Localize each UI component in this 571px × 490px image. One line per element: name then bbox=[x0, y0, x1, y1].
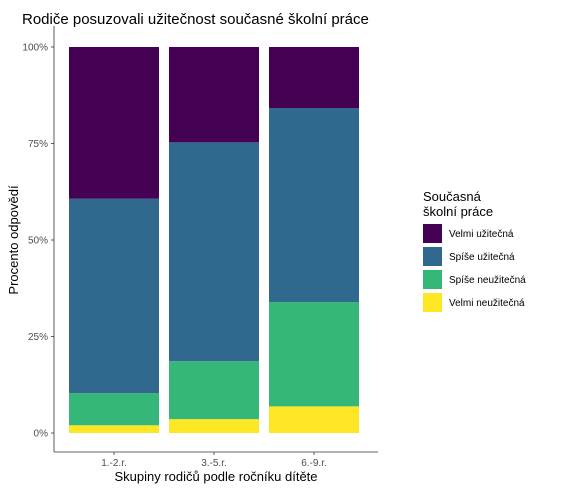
y-axis-title: Procento odpovědí bbox=[6, 185, 21, 295]
bar-segment-1-4 bbox=[69, 425, 159, 433]
legend-label: Spíše neužitečná bbox=[449, 275, 526, 286]
bar-segment-3-1 bbox=[269, 47, 359, 108]
legend-label: Spíše užitečná bbox=[449, 252, 515, 263]
legend-label: Velmi užitečná bbox=[449, 229, 514, 240]
bar-segment-1-1 bbox=[69, 47, 159, 199]
y-tick-label: 50% bbox=[28, 236, 48, 247]
legend-swatch bbox=[423, 270, 442, 289]
legend-title-line2: školní práce bbox=[423, 204, 493, 219]
x-tick-label: 6.-9.r. bbox=[301, 458, 327, 469]
bar-segment-3-3 bbox=[269, 302, 359, 407]
bar-segment-1-2 bbox=[69, 198, 159, 394]
legend: Současná školní práce Velmi užitečná Spíš… bbox=[423, 189, 526, 312]
x-tick-label: 3.-5.r. bbox=[201, 458, 227, 469]
x-tick-label: 1.-2.r. bbox=[101, 458, 127, 469]
y-axis: 0% 25% 50% 75% 100% bbox=[22, 43, 54, 440]
legend-label: Velmi neužitečná bbox=[449, 298, 525, 309]
bar-segment-3-2 bbox=[269, 107, 359, 303]
y-tick-label: 75% bbox=[28, 139, 48, 150]
y-tick-label: 25% bbox=[28, 332, 48, 343]
plot-area bbox=[69, 47, 359, 433]
bar-segment-2-2 bbox=[169, 142, 259, 362]
bar-segment-2-4 bbox=[169, 419, 259, 433]
y-tick-label: 0% bbox=[34, 429, 49, 440]
legend-swatch bbox=[423, 293, 442, 312]
legend-items: Velmi užitečná Spíše užitečná Spíše neužit… bbox=[423, 224, 526, 312]
legend-swatch bbox=[423, 224, 442, 243]
bar-segment-2-3 bbox=[169, 361, 259, 420]
legend-swatch bbox=[423, 247, 442, 266]
bar-segment-3-4 bbox=[269, 406, 359, 433]
bar-segment-2-1 bbox=[169, 47, 259, 143]
bar-segment-1-3 bbox=[69, 393, 159, 426]
chart-title: Rodiče posuzovali užitečnost současné šk… bbox=[22, 11, 369, 28]
legend-title-line1: Současná bbox=[423, 189, 482, 204]
x-axis-title: Skupiny rodičů podle ročníku dítěte bbox=[114, 469, 317, 484]
y-tick-label: 100% bbox=[22, 43, 48, 54]
x-axis: 1.-2.r. 3.-5.r. 6.-9.r. bbox=[101, 452, 327, 469]
